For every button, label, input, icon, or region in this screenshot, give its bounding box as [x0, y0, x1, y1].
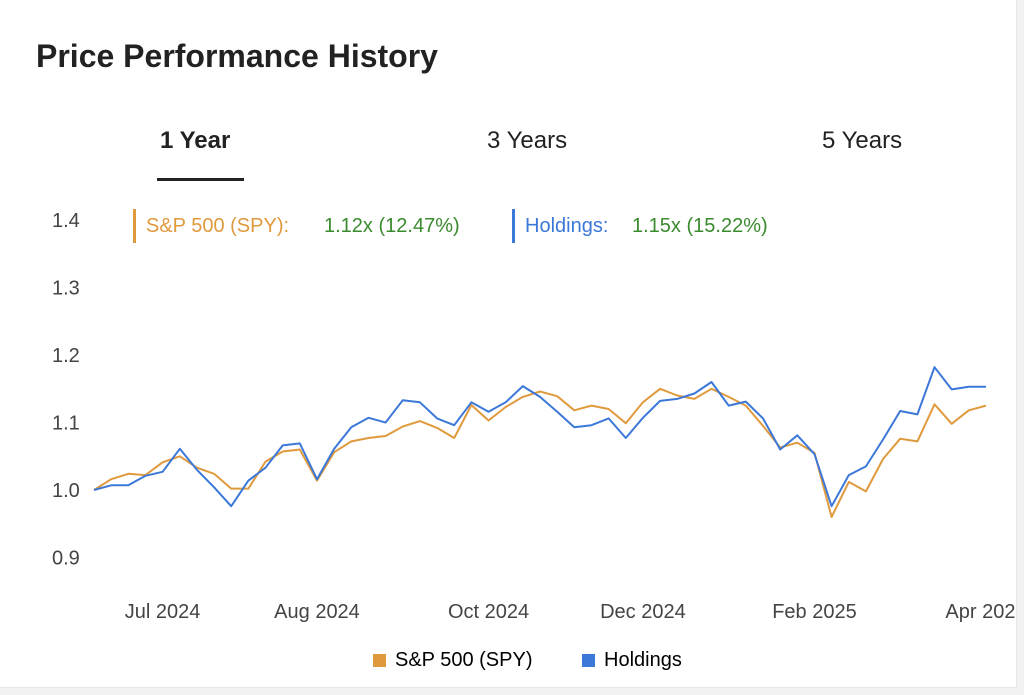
y-tick-label: 1.1 — [52, 413, 80, 435]
legend-spy-label: S&P 500 (SPY) — [395, 649, 533, 671]
y-tick-label: 0.9 — [52, 548, 80, 570]
x-tick-label: Jul 2024 — [125, 601, 201, 623]
holdings-marker — [512, 209, 515, 243]
holdings-series-line[interactable] — [93, 366, 986, 508]
spy-marker — [133, 209, 136, 243]
y-tick-label: 1.3 — [52, 278, 80, 300]
x-tick-label: Oct 2024 — [448, 601, 529, 623]
spy-series-line[interactable] — [93, 387, 987, 518]
x-tick-label: Aug 2024 — [274, 601, 360, 623]
tab-3-years[interactable]: 3 Years — [487, 127, 568, 154]
legend-spy-swatch — [373, 654, 386, 667]
summary-holdings-label: Holdings: — [525, 215, 609, 237]
y-tick-label: 1.4 — [52, 210, 80, 232]
legend-holdings-label: Holdings — [604, 649, 682, 671]
tab-5-years[interactable]: 5 Years — [822, 127, 903, 154]
x-tick-label: Feb 2025 — [772, 601, 857, 623]
y-tick-label: 1.0 — [52, 480, 80, 502]
summary-spy-value: 1.12x (12.47%) — [324, 215, 460, 237]
summary-spy-label: S&P 500 (SPY): — [146, 215, 290, 237]
summary-holdings-value: 1.15x (15.22%) — [632, 215, 768, 237]
active-tab-indicator — [157, 178, 244, 181]
legend-holdings-swatch — [582, 654, 595, 667]
y-tick-label: 1.2 — [52, 345, 80, 367]
x-tick-label: Dec 2024 — [600, 601, 686, 623]
page-title: Price Performance History — [36, 38, 438, 74]
x-tick-label: Apr 2025 — [945, 601, 1016, 623]
tab-1-year[interactable]: 1 Year — [160, 127, 231, 154]
